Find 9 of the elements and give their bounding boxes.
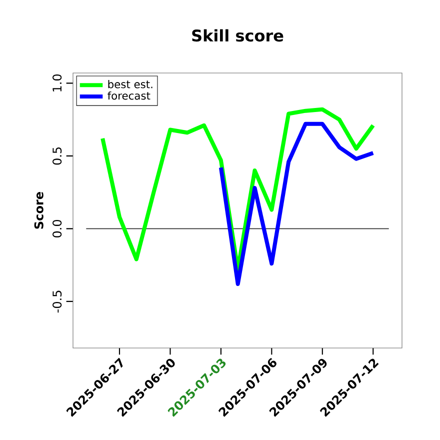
line-series [218, 122, 376, 286]
legend-label: best est. [108, 80, 152, 88]
y-tick-label: 1.0 [52, 74, 62, 92]
y-tick-label: 0.5 [52, 147, 62, 165]
y-axis-title: Score [34, 192, 44, 229]
y-tick-label: 0.0 [52, 220, 62, 238]
y-tick-label: -0.5 [52, 290, 62, 313]
legend-label: forecast [108, 91, 150, 100]
chart-title: Skill score [192, 29, 284, 42]
